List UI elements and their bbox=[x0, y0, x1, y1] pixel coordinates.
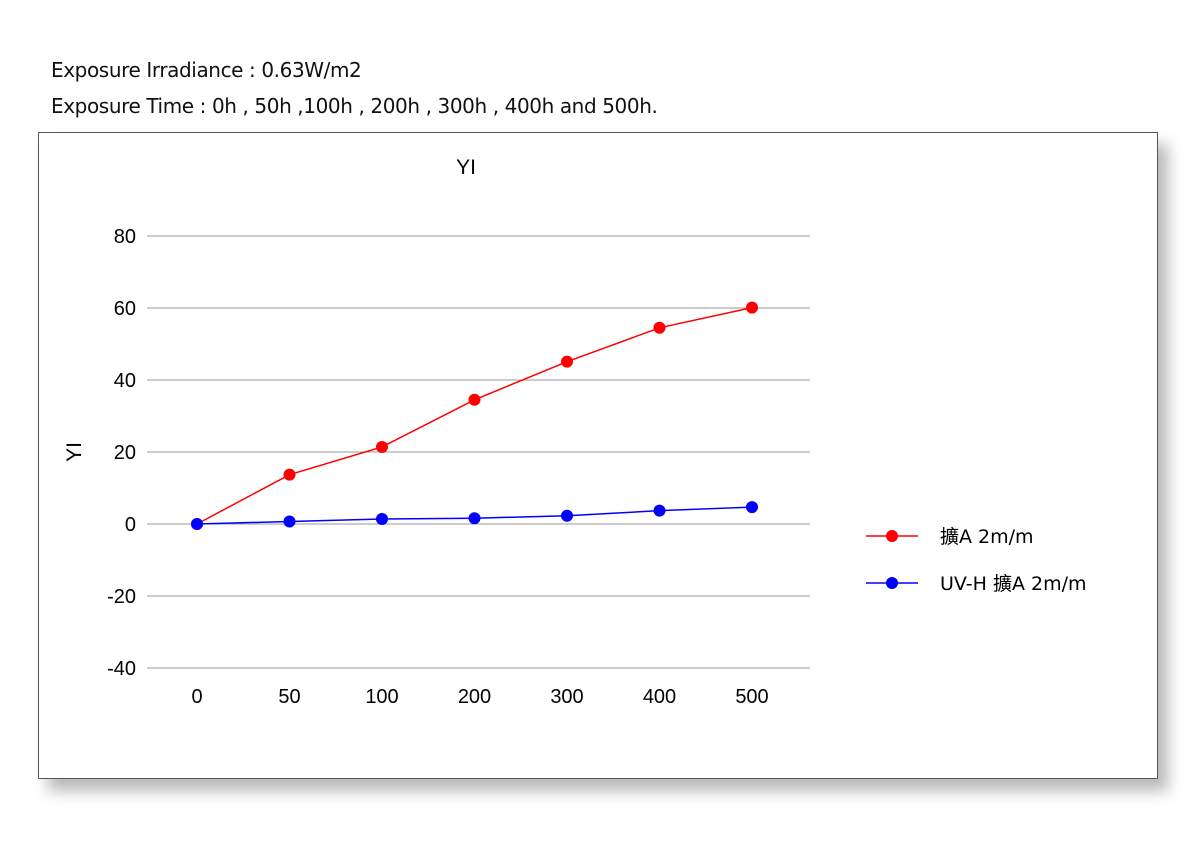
x-tick-label: 50 bbox=[278, 686, 300, 708]
exposure-time-text: Exposure Time : 0h , 50h ,100h , 200h , … bbox=[51, 94, 658, 118]
data-point bbox=[561, 509, 573, 522]
y-tick-label: 80 bbox=[114, 226, 136, 248]
data-point bbox=[283, 515, 296, 528]
y-tick-label: 0 bbox=[125, 514, 136, 536]
x-tick-label: 300 bbox=[550, 686, 583, 708]
legend-label: UV-H 擴A 2m/m bbox=[940, 573, 1087, 595]
data-point bbox=[283, 468, 296, 481]
data-point bbox=[376, 440, 388, 453]
y-tick-label: -40 bbox=[107, 658, 136, 680]
legend-marker bbox=[886, 530, 898, 542]
y-tick-label: 40 bbox=[114, 370, 136, 392]
series-layer bbox=[191, 301, 758, 530]
data-point bbox=[468, 393, 481, 406]
x-tick-label: 0 bbox=[191, 686, 202, 708]
series-line bbox=[196, 306, 753, 525]
data-point bbox=[746, 301, 758, 314]
y-axis-label: YI bbox=[63, 442, 86, 462]
chart-frame bbox=[38, 132, 1158, 779]
legend-item: 擴A 2m/m bbox=[866, 526, 1034, 548]
data-point bbox=[468, 512, 481, 525]
chart-title: YI bbox=[456, 156, 476, 179]
gridlines bbox=[147, 235, 810, 669]
data-point bbox=[746, 501, 758, 514]
y-tick-label: -20 bbox=[107, 586, 136, 608]
exposure-irradiance-text: Exposure Irradiance : 0.63W/m2 bbox=[51, 58, 362, 82]
y-tick-label: 60 bbox=[114, 298, 136, 320]
legend: 擴A 2m/m UV-H 擴A 2m/m bbox=[866, 526, 1087, 595]
legend-item: UV-H 擴A 2m/m bbox=[866, 573, 1087, 595]
data-point bbox=[191, 518, 203, 530]
legend-marker bbox=[886, 577, 898, 589]
data-point bbox=[653, 321, 666, 334]
x-tick-label: 500 bbox=[735, 686, 768, 708]
y-tick-label: 20 bbox=[114, 442, 136, 464]
x-tick-label: 100 bbox=[365, 686, 398, 708]
data-point bbox=[561, 355, 573, 368]
data-point bbox=[653, 504, 666, 517]
x-tick-label: 400 bbox=[643, 686, 676, 708]
data-point bbox=[376, 512, 388, 525]
series-2 bbox=[191, 501, 758, 530]
y-tick-labels: 80 60 40 20 0 -20 -40 bbox=[107, 226, 136, 680]
series-1 bbox=[191, 301, 758, 530]
x-tick-label: 200 bbox=[458, 686, 491, 708]
x-tick-labels: 0 50 100 200 300 400 500 bbox=[191, 686, 768, 708]
legend-label: 擴A 2m/m bbox=[940, 526, 1034, 548]
